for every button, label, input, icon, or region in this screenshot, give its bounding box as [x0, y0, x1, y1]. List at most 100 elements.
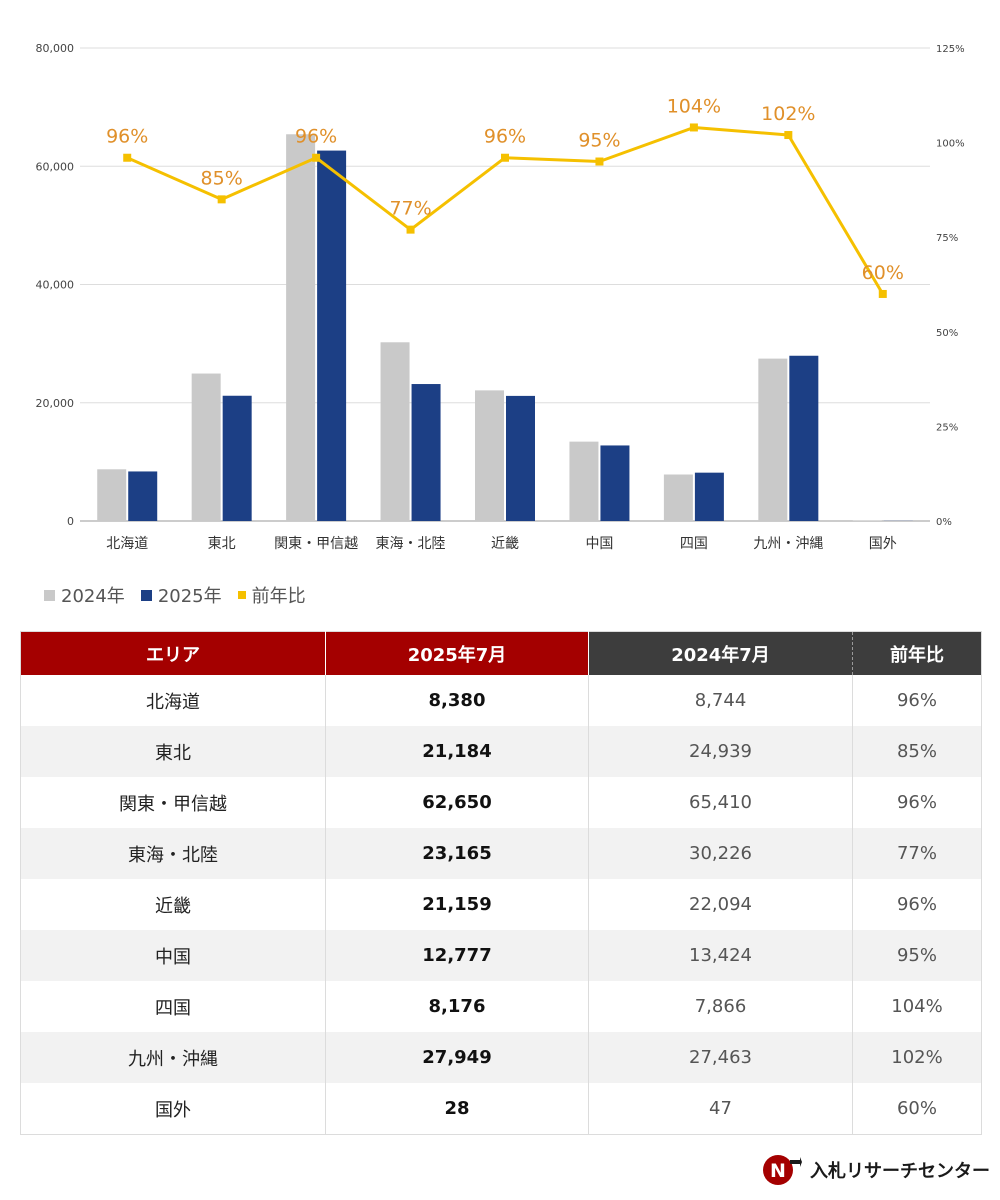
legend-label-2025: 2025年	[157, 586, 222, 607]
header-2024: 2024年7月	[588, 631, 853, 675]
legend-swatch-2025	[140, 589, 152, 601]
cell-area: 関東・甲信越	[20, 777, 326, 828]
y-tick-label: 0	[67, 515, 74, 528]
bar-2024	[97, 469, 127, 521]
ratio-point	[406, 225, 415, 234]
y2-tick-label: 75%	[936, 233, 958, 244]
cell-ratio: 96%	[852, 675, 982, 726]
bar-2025	[789, 355, 819, 521]
y-tick-label: 40,000	[36, 279, 75, 292]
cell-2025: 21,184	[325, 726, 589, 777]
x-tick-label: 関東・甲信越	[274, 536, 358, 552]
cell-area: 北海道	[20, 675, 326, 726]
header-2025: 2025年7月	[325, 631, 589, 675]
logo-mark-icon: N	[763, 1155, 802, 1185]
x-tick-label: 四国	[680, 536, 708, 552]
y-tick-label: 60,000	[36, 160, 75, 173]
legend-label-ratio: 前年比	[251, 586, 306, 607]
x-tick-label: 中国	[585, 536, 613, 552]
ratio-point	[123, 153, 132, 162]
logo-text: 入札リサーチセンター	[810, 1161, 990, 1182]
x-tick-label: 北海道	[106, 536, 148, 552]
chart: 0 20,000 40,000 60,000 80,000 0% 25% 50% 75% 100%…	[36, 42, 965, 552]
legend-item-2025: 2025年	[140, 582, 222, 608]
ratio-data-label: 96%	[106, 126, 148, 148]
cell-2025: 12,777	[325, 930, 589, 981]
legend-swatch-ratio	[237, 591, 246, 599]
ratio-point	[595, 157, 604, 166]
bar-2025	[694, 472, 724, 521]
cell-2025: 62,650	[325, 777, 589, 828]
data-table: エリア 2025年7月 2024年7月 前年比 北海道 8,380 8,744 96%…	[20, 631, 982, 1135]
y2-tick-label: 25%	[936, 422, 958, 433]
cell-ratio: 60%	[852, 1083, 982, 1135]
legend-swatch-2024	[44, 589, 55, 601]
cell-2024: 13,424	[588, 930, 853, 981]
table-row: 近畿 21,159 22,094 96%	[20, 879, 982, 930]
table-header-row: エリア 2025年7月 2024年7月 前年比	[20, 631, 982, 675]
bar-2024	[758, 358, 788, 521]
header-area: エリア	[20, 631, 326, 675]
table-row: 九州・沖縄 27,949 27,463 102%	[20, 1032, 982, 1083]
x-tick-label: 九州・沖縄	[753, 536, 823, 552]
cell-2025: 28	[325, 1083, 589, 1135]
bar-2024	[663, 474, 693, 521]
bar-2025	[411, 384, 441, 521]
cell-ratio: 95%	[852, 930, 982, 981]
bar-2024	[191, 373, 221, 521]
cell-2025: 23,165	[325, 828, 589, 879]
cell-2024: 7,866	[588, 981, 853, 1032]
cell-2024: 24,939	[588, 726, 853, 777]
cell-area: 近畿	[20, 879, 326, 930]
ratio-point	[784, 131, 793, 140]
x-tick-label: 東北	[208, 536, 236, 552]
ratio-data-label: 60%	[862, 262, 904, 284]
ratio-point	[312, 153, 321, 162]
ratio-line	[126, 125, 885, 295]
brand-logo: N 入札リサーチセンター	[762, 1153, 990, 1187]
table-row: 北海道 8,380 8,744 96%	[20, 675, 982, 726]
bar-2024	[380, 342, 410, 521]
y2-tick-label: 50%	[936, 328, 958, 339]
y2-tick-label: 100%	[936, 139, 965, 150]
table-row: 東北 21,184 24,939 85%	[20, 726, 982, 777]
cell-ratio: 96%	[852, 777, 982, 828]
table-row: 中国 12,777 13,424 95%	[20, 930, 982, 981]
ratio-data-label: 102%	[761, 103, 815, 125]
bar-2024	[286, 134, 316, 522]
legend-label-2024: 2024年	[61, 586, 125, 607]
ratio-point	[217, 195, 226, 204]
cell-2024: 47	[588, 1083, 853, 1135]
header-ratio: 前年比	[852, 631, 982, 675]
cell-area: 中国	[20, 930, 326, 981]
ratio-data-label: 104%	[667, 95, 721, 117]
bar-2025	[506, 395, 535, 521]
cell-2024: 65,410	[588, 777, 853, 828]
ratio-point	[501, 153, 509, 162]
ratio-point	[689, 123, 698, 132]
cell-2024: 22,094	[588, 879, 853, 930]
ratio-point	[878, 289, 887, 298]
chart-legend: 2024年 2025年 前年比	[44, 582, 306, 608]
cell-2025: 21,159	[325, 879, 589, 930]
x-tick-label: 近畿	[491, 536, 519, 552]
ratio-data-label: 77%	[389, 198, 431, 220]
y2-tick-label: 125%	[936, 44, 965, 55]
cell-area: 東北	[20, 726, 326, 777]
x-tick-label: 東海・北陸	[376, 536, 446, 552]
bar-2024	[569, 441, 599, 521]
x-tick-label: 国外	[869, 536, 897, 552]
legend-item-ratio: 前年比	[237, 582, 306, 608]
ratio-data-label: 96%	[295, 126, 337, 148]
cell-2025: 8,380	[325, 675, 589, 726]
cell-2025: 8,176	[325, 981, 589, 1032]
ratio-data-label: 95%	[578, 130, 620, 152]
cell-2024: 30,226	[588, 828, 853, 879]
cell-ratio: 85%	[852, 726, 982, 777]
table-row: 四国 8,176 7,866 104%	[20, 981, 982, 1032]
cell-area: 九州・沖縄	[20, 1032, 326, 1083]
legend-item-2024: 2024年	[44, 582, 125, 608]
y2-tick-label: 0%	[936, 517, 952, 528]
table-row: 関東・甲信越 62,650 65,410 96%	[20, 777, 982, 828]
cell-2025: 27,949	[325, 1032, 589, 1083]
